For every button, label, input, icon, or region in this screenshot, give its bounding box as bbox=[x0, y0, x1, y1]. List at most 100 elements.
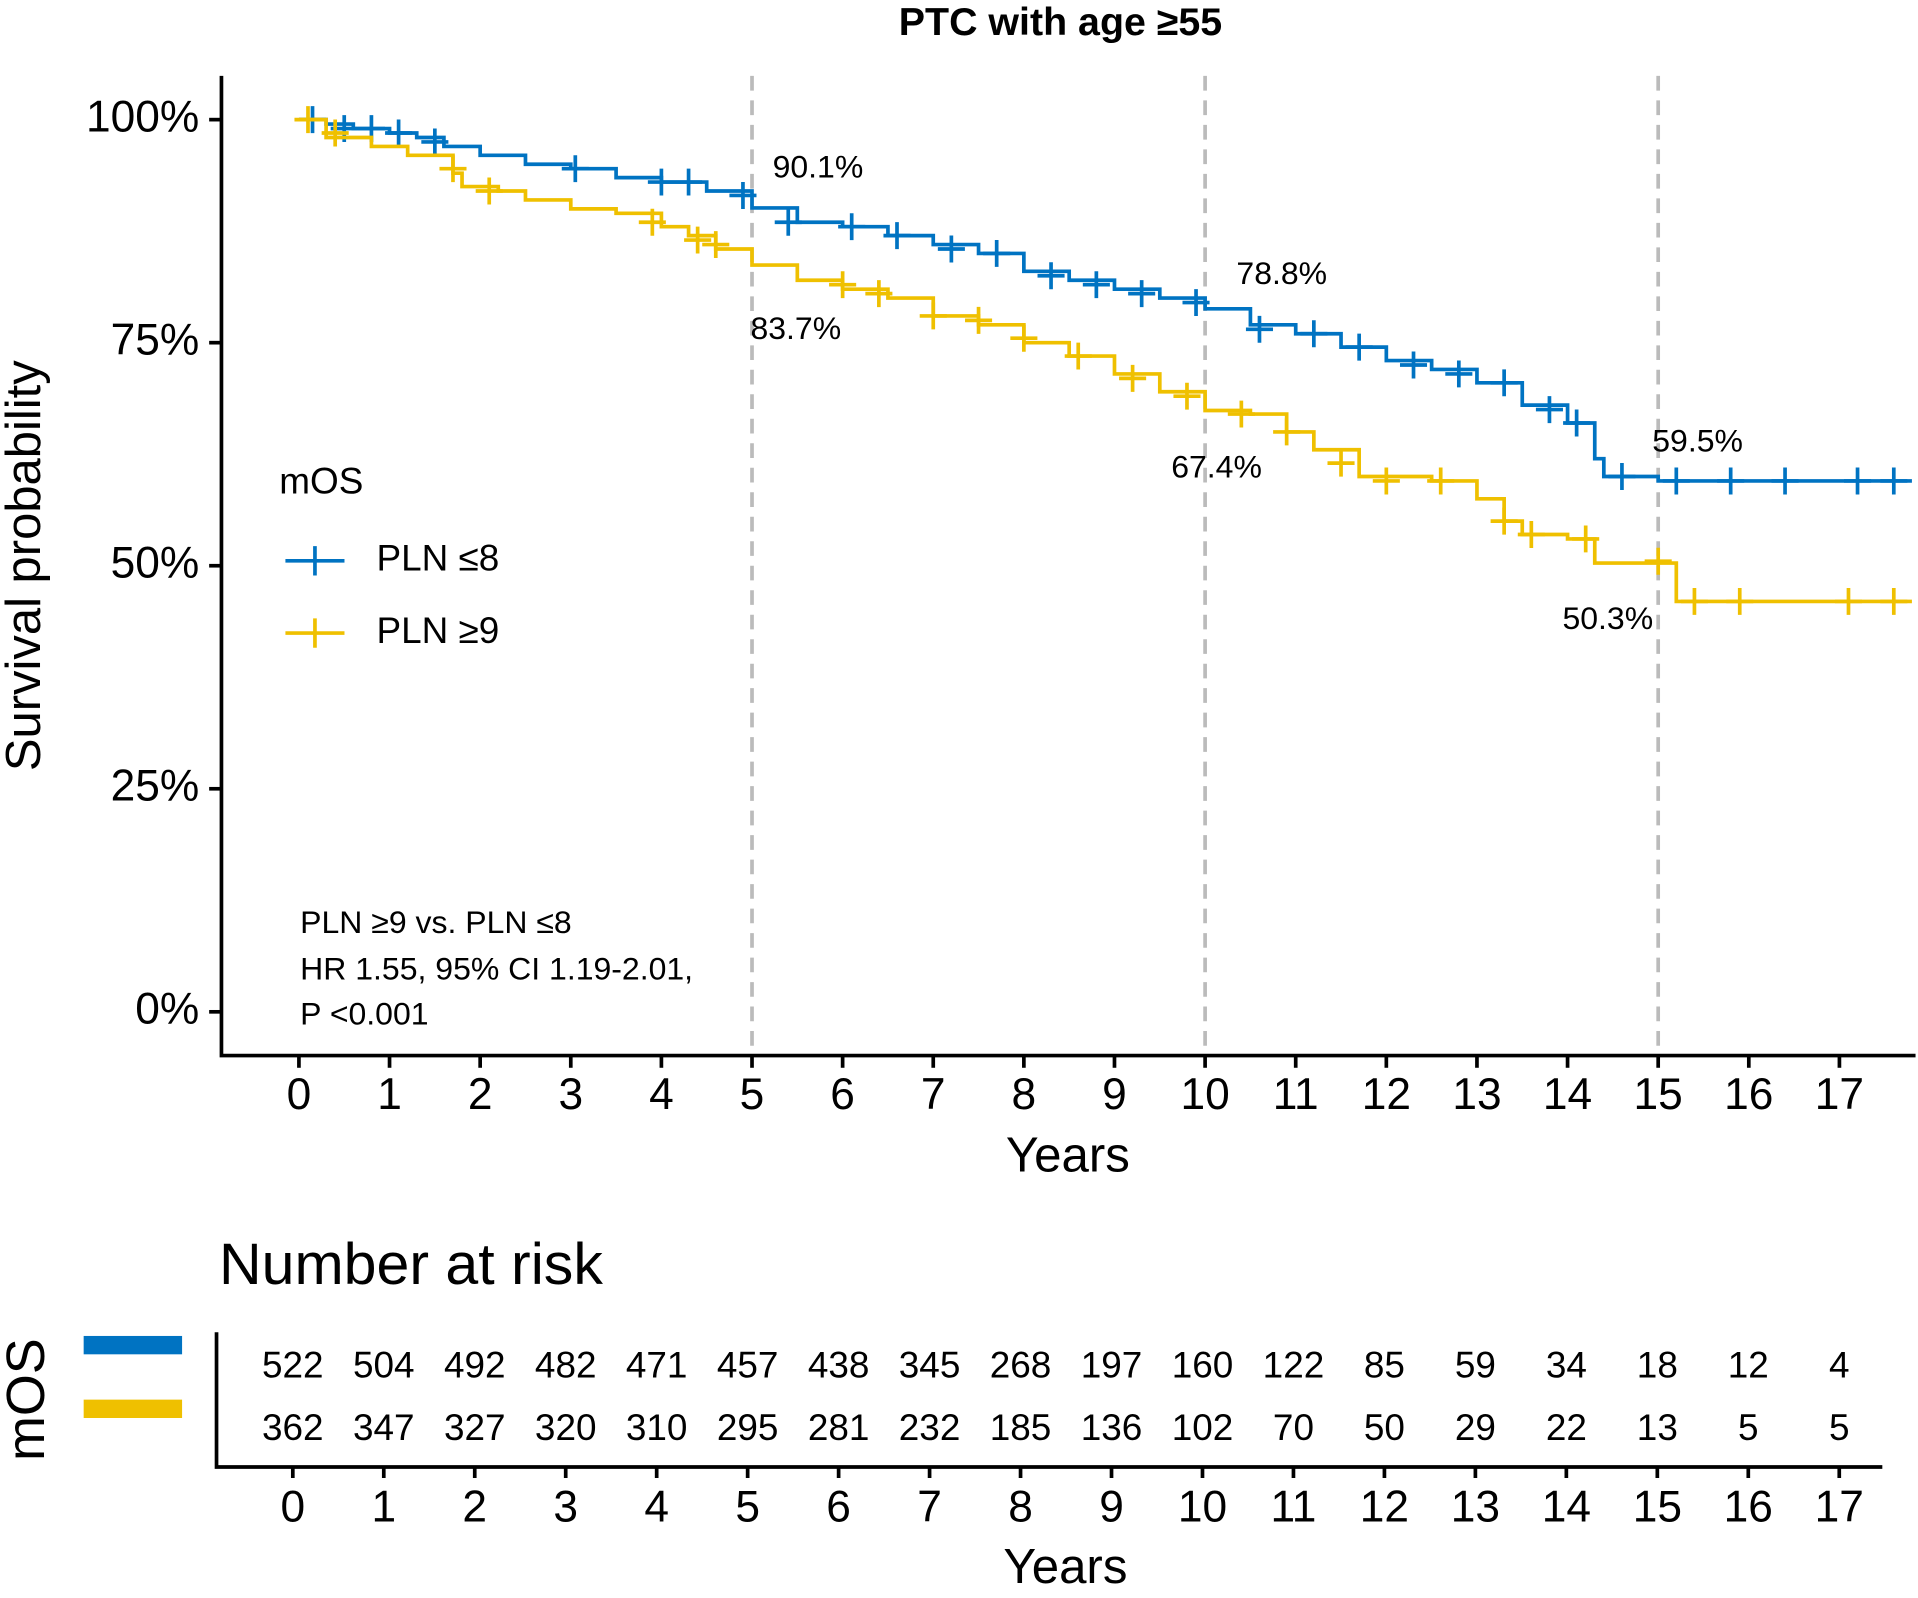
censor-mark bbox=[321, 119, 349, 147]
x-tick-label: 9 bbox=[1102, 1070, 1127, 1119]
y-tick-label: 25% bbox=[111, 762, 200, 811]
risk-count: 295 bbox=[717, 1407, 779, 1448]
y-tick-label: 0% bbox=[135, 985, 199, 1034]
x-tick-label: 17 bbox=[1815, 1070, 1864, 1119]
censor-mark bbox=[1064, 342, 1092, 370]
legend-swatch bbox=[285, 618, 345, 648]
censor-mark bbox=[1834, 587, 1863, 615]
y-axis-label: Survival probability bbox=[0, 360, 51, 771]
x-tick-label: 5 bbox=[740, 1070, 765, 1119]
risk-x-tick-label: 4 bbox=[644, 1483, 669, 1532]
x-tick-label: 4 bbox=[649, 1070, 674, 1119]
censor-mark bbox=[439, 155, 467, 183]
annotation: 83.7% bbox=[750, 310, 841, 346]
censor-mark bbox=[1182, 289, 1210, 317]
x-tick-label: 1 bbox=[377, 1070, 402, 1119]
censor-mark bbox=[1490, 507, 1518, 535]
censor-mark bbox=[774, 208, 802, 236]
risk-row-swatch bbox=[83, 1335, 183, 1355]
risk-count: 70 bbox=[1273, 1407, 1314, 1448]
censor-mark bbox=[1644, 547, 1672, 575]
censor-mark bbox=[937, 235, 965, 263]
risk-count: 327 bbox=[444, 1407, 506, 1448]
risk-x-tick-label: 17 bbox=[1815, 1483, 1864, 1532]
risk-axes bbox=[214, 1332, 1883, 1469]
censor-mark bbox=[1880, 467, 1908, 495]
censor-mark bbox=[1608, 463, 1636, 490]
censor-mark bbox=[702, 231, 730, 259]
risk-count: 320 bbox=[535, 1407, 597, 1448]
risk-count: 122 bbox=[1263, 1345, 1325, 1386]
censor-mark bbox=[838, 213, 866, 241]
risk-count: 12 bbox=[1728, 1345, 1769, 1386]
risk-x-tick-label: 0 bbox=[280, 1483, 305, 1532]
risk-x-tick-label: 12 bbox=[1360, 1483, 1409, 1532]
censor-mark bbox=[294, 106, 322, 134]
x-tick-label: 6 bbox=[830, 1070, 855, 1119]
risk-count: 471 bbox=[626, 1345, 688, 1386]
censor-mark bbox=[1572, 525, 1600, 553]
censor-mark bbox=[1399, 351, 1428, 379]
risk-count: 22 bbox=[1546, 1407, 1587, 1448]
survival-curve bbox=[298, 117, 1912, 483]
censor-mark bbox=[729, 182, 757, 209]
note-line: HR 1.55, 95% CI 1.19-2.01, bbox=[300, 951, 693, 987]
censor-mark bbox=[1372, 467, 1400, 495]
censor-mark bbox=[919, 302, 947, 330]
annotation: 78.8% bbox=[1236, 255, 1327, 291]
x-tick-label: 7 bbox=[921, 1070, 946, 1119]
risk-row-swatch bbox=[83, 1399, 183, 1418]
y-tick-label: 100% bbox=[86, 92, 199, 141]
risk-count: 5 bbox=[1829, 1407, 1850, 1448]
risk-count: 18 bbox=[1637, 1345, 1678, 1386]
risk-count: 34 bbox=[1546, 1345, 1587, 1386]
censor-mark bbox=[475, 177, 503, 205]
censor-mark bbox=[965, 306, 993, 334]
risk-x-tick-label: 3 bbox=[553, 1483, 578, 1532]
censor-mark bbox=[1680, 587, 1708, 615]
risk-x-tick-label: 8 bbox=[1008, 1483, 1033, 1532]
censor-mark bbox=[675, 168, 703, 196]
censor-mark bbox=[1445, 360, 1473, 388]
risk-count: 522 bbox=[262, 1345, 324, 1386]
risk-x-tick-label: 6 bbox=[826, 1483, 851, 1532]
risk-count: 310 bbox=[626, 1407, 688, 1448]
risk-x-tick-label: 13 bbox=[1451, 1483, 1500, 1532]
censor-mark bbox=[1726, 587, 1754, 615]
note-line: PLN ≥9 vs. PLN ≤8 bbox=[300, 904, 572, 940]
risk-count: 85 bbox=[1364, 1345, 1405, 1386]
censor-mark bbox=[1427, 467, 1455, 495]
note-line: P <0.001 bbox=[300, 996, 428, 1032]
censor-mark bbox=[684, 226, 712, 254]
censor-mark bbox=[1327, 449, 1355, 477]
risk-count: 185 bbox=[990, 1407, 1052, 1448]
risk-x-tick-label: 10 bbox=[1178, 1483, 1227, 1532]
risk-x-label: Years bbox=[1003, 1540, 1127, 1594]
risk-count: 197 bbox=[1081, 1345, 1143, 1386]
censor-mark bbox=[1300, 320, 1328, 348]
annotation: 50.3% bbox=[1562, 600, 1653, 636]
censor-mark bbox=[1345, 333, 1373, 361]
risk-count: 482 bbox=[535, 1345, 597, 1386]
censor-mark bbox=[385, 119, 413, 147]
risk-x-tick-label: 5 bbox=[735, 1483, 760, 1532]
x-tick-label: 10 bbox=[1180, 1070, 1229, 1119]
censor-mark bbox=[1844, 467, 1872, 495]
censor-mark bbox=[561, 155, 589, 183]
legend-label: PLN ≤8 bbox=[376, 538, 499, 579]
censor-mark bbox=[1771, 467, 1799, 495]
risk-x-tick-label: 11 bbox=[1270, 1483, 1316, 1532]
censor-mark bbox=[1662, 467, 1690, 495]
x-tick-label: 2 bbox=[468, 1070, 493, 1119]
censor-mark bbox=[1535, 396, 1563, 424]
censor-mark bbox=[1128, 280, 1156, 308]
censor-mark bbox=[1245, 315, 1274, 343]
x-tick-label: 3 bbox=[558, 1070, 583, 1119]
risk-count: 345 bbox=[899, 1345, 961, 1386]
risk-x-tick-label: 2 bbox=[462, 1483, 487, 1532]
risk-count: 438 bbox=[808, 1345, 870, 1386]
risk-count: 29 bbox=[1455, 1407, 1496, 1448]
y-tick-label: 50% bbox=[111, 538, 200, 587]
survival-curve bbox=[298, 117, 1912, 604]
risk-count: 59 bbox=[1455, 1345, 1496, 1386]
